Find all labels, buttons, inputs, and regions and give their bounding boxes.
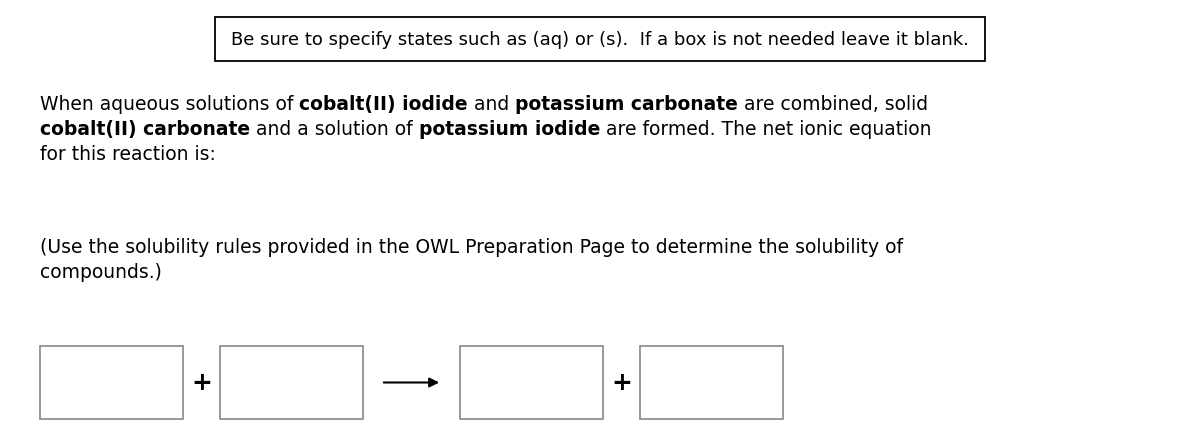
Text: When aqueous solutions of: When aqueous solutions of [40,95,299,114]
Bar [640,346,784,419]
Bar [215,18,985,62]
Text: potassium carbonate: potassium carbonate [515,95,738,114]
Text: and a solution of: and a solution of [250,120,419,139]
Text: +: + [191,371,212,395]
Bar [40,346,182,419]
Text: cobalt(II) iodide: cobalt(II) iodide [299,95,468,114]
Text: for this reaction is:: for this reaction is: [40,145,216,164]
Text: +: + [611,371,632,395]
Text: potassium iodide: potassium iodide [419,120,600,139]
Text: compounds.): compounds.) [40,263,162,282]
Text: are formed. The net ionic equation: are formed. The net ionic equation [600,120,931,139]
Text: cobalt(II) carbonate: cobalt(II) carbonate [40,120,250,139]
Text: and: and [468,95,515,114]
Text: are combined, solid: are combined, solid [738,95,929,114]
Text: (Use the solubility rules provided in the OWL Preparation Page to determine the : (Use the solubility rules provided in th… [40,238,904,257]
Text: Be sure to specify states such as (aq) or (s).  If a box is not needed leave it : Be sure to specify states such as (aq) o… [232,31,968,49]
Bar [460,346,604,419]
Bar [220,346,364,419]
